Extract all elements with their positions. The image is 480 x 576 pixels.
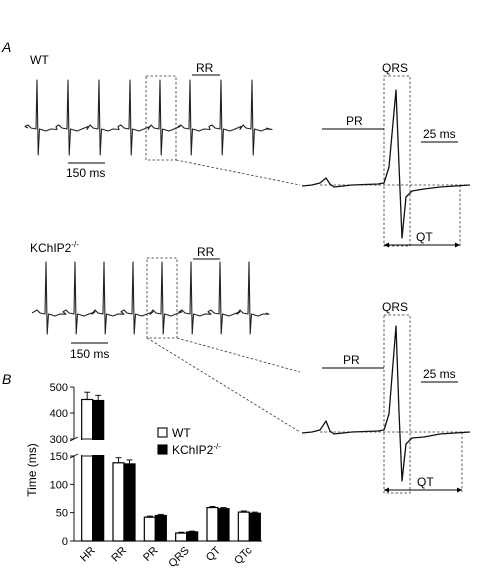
- wt-qt-label: QT: [416, 230, 433, 244]
- bar-kchip2-rr: [123, 463, 136, 542]
- bar-wt-hr: [81, 398, 94, 542]
- y-tick-label: 50: [56, 508, 68, 520]
- bar-wt-qrs: [175, 532, 188, 542]
- x-tick-label: PR: [141, 545, 160, 564]
- wt-zoom-complex: QRS PR 25 ms QT: [301, 61, 471, 248]
- wt-qrs-label: QRS: [382, 61, 408, 75]
- y-tick-label: 100: [50, 479, 68, 491]
- bar-wt-rr: [112, 462, 125, 542]
- ko-25ms-label: 25 ms: [423, 367, 456, 381]
- ko-qrs-box: [383, 314, 411, 494]
- ko-zoom-complex: QRS PR 25 ms QT: [301, 300, 471, 494]
- y-tick-label: 300: [50, 434, 68, 446]
- ko-ecg-trace: [31, 261, 270, 335]
- x-tick-label: QT: [204, 544, 223, 563]
- ko-pr-label: PR: [343, 353, 360, 367]
- ko-zoom-connector-bottom: [146, 337, 301, 433]
- wt-ecg: WT RR 150 ms: [24, 53, 301, 186]
- bar-kchip2-qt: [217, 508, 230, 542]
- bar-kchip2-hr: [92, 399, 105, 542]
- ko-ecg: KChIP2-/- RR 150 ms: [30, 240, 301, 433]
- wt-zoom-connector: [175, 159, 301, 186]
- y-tick-label: 400: [50, 408, 68, 420]
- wt-rr-label: RR: [196, 61, 214, 75]
- ko-genotype-label: KChIP2-/-: [30, 240, 79, 255]
- bar-break-gap: [91, 440, 105, 455]
- wt-ecg-trace: [24, 79, 273, 156]
- panel-b-letter: B: [2, 371, 11, 387]
- bar-wt-pr: [143, 516, 156, 542]
- bar-kchip2-pr: [154, 514, 167, 542]
- y-tick-label: 150: [50, 451, 68, 463]
- wt-zoom-trace: [301, 89, 471, 239]
- ko-zoom-connector-top: [176, 337, 301, 373]
- bar-kchip2-qtc: [248, 512, 261, 542]
- bar-break-gap: [80, 440, 94, 455]
- bar-wt-qtc: [237, 511, 250, 542]
- legend-label-wt: WT: [172, 426, 191, 440]
- ko-qrs-label: QRS: [382, 300, 408, 314]
- legend-swatch-wt: [157, 427, 168, 438]
- wt-25ms-label: 25 ms: [423, 127, 456, 141]
- ko-qt-label: QT: [417, 475, 434, 489]
- bar-kchip2-qrs: [186, 531, 199, 542]
- legend-swatch-kchip2: [157, 444, 168, 455]
- legend-label-kchip2: KChIP2-/-: [172, 442, 221, 457]
- ko-zoom-trace: [301, 325, 471, 482]
- ko-zoom-box: [146, 257, 178, 339]
- y-axis-label: Time (ms): [25, 443, 39, 497]
- bar-chart: 300 400 500 0 50 100 150 Time (ms) HR RR PR QRS QT QT…: [25, 382, 262, 570]
- ko-rr-label: RR: [197, 245, 215, 259]
- bar-wt-qt: [206, 506, 219, 542]
- x-tick-label: RR: [109, 545, 129, 565]
- y-tick-label: 500: [50, 382, 68, 394]
- wt-scale-label: 150 ms: [66, 166, 105, 180]
- ko-scale-label: 150 ms: [70, 347, 109, 361]
- x-tick-label: HR: [78, 545, 98, 565]
- wt-pr-label: PR: [346, 114, 363, 128]
- x-tick-label: QRS: [166, 545, 191, 570]
- wt-qrs-box: [383, 75, 411, 247]
- y-tick-label: 0: [62, 536, 68, 548]
- x-tick-label: QTc: [232, 544, 255, 567]
- wt-genotype-label: WT: [30, 53, 49, 67]
- panel-a-letter: A: [1, 39, 11, 55]
- wt-zoom-box: [145, 75, 177, 161]
